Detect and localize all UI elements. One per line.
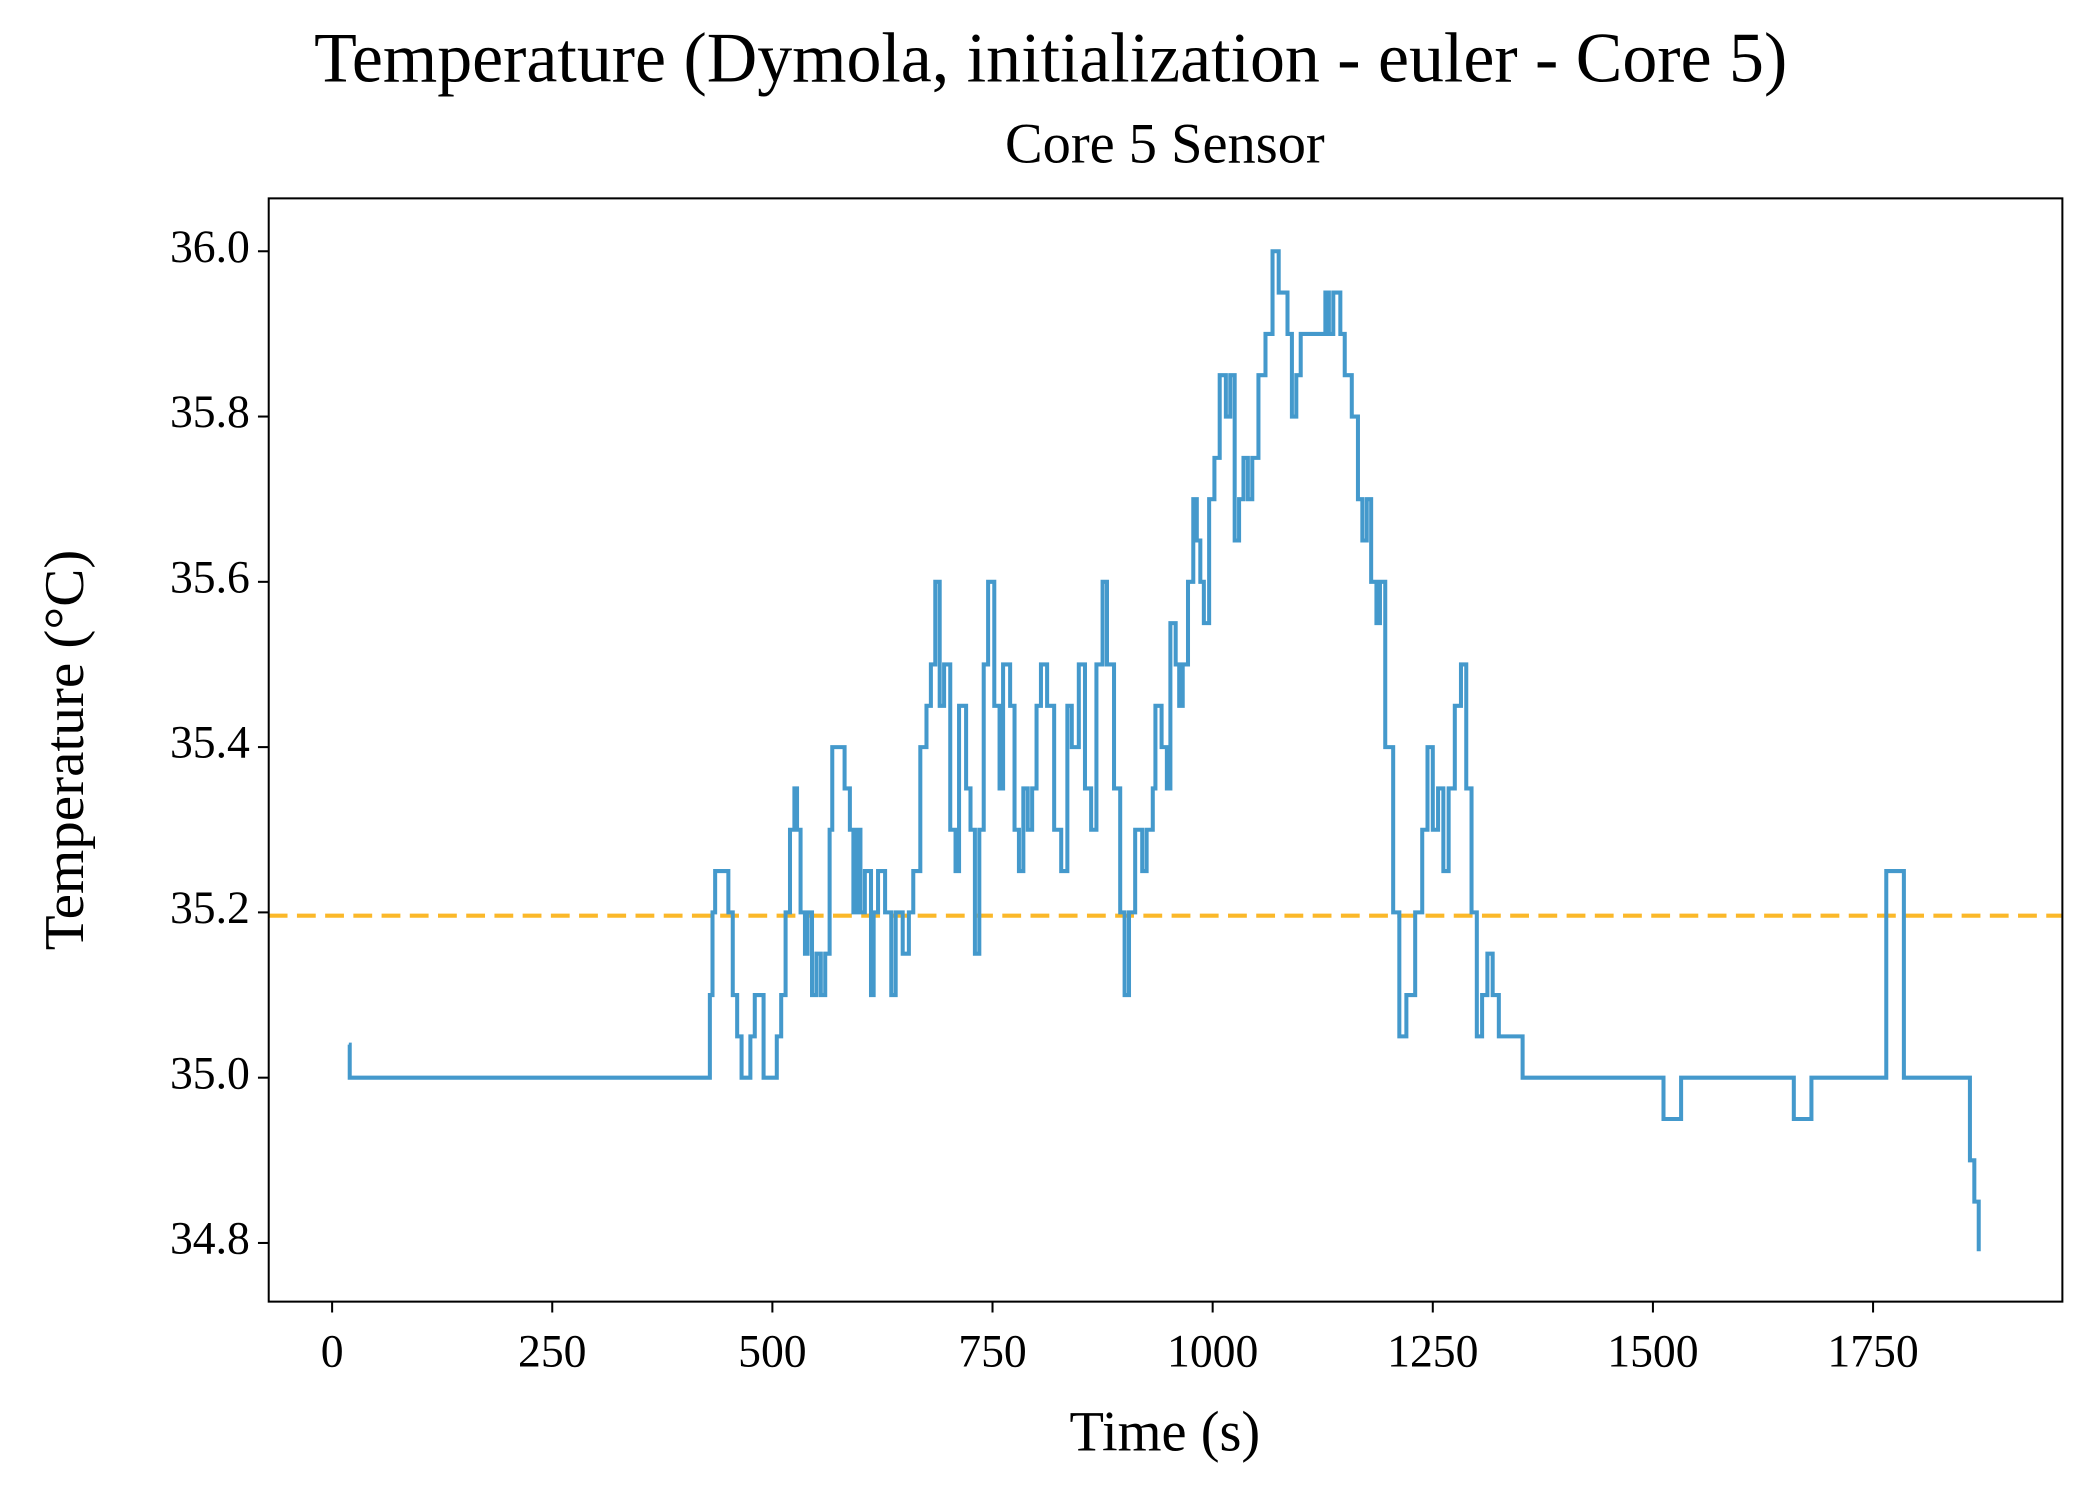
- x-tick-label: 0: [321, 1325, 344, 1376]
- y-tick-label: 36.0: [170, 221, 250, 272]
- y-tick-label: 35.2: [170, 882, 250, 933]
- y-tick-label: 35.6: [170, 551, 250, 602]
- y-tick-label: 35.0: [170, 1047, 250, 1098]
- x-tick-label: 500: [738, 1325, 807, 1376]
- y-tick-label: 35.8: [170, 386, 250, 437]
- x-axis-label: Time (s): [1070, 1400, 1261, 1463]
- x-tick-label: 1250: [1387, 1325, 1478, 1376]
- y-tick-label: 34.8: [170, 1212, 250, 1263]
- x-tick-label: 1750: [1827, 1325, 1918, 1376]
- x-tick-label: 1500: [1607, 1325, 1698, 1376]
- y-axis-label: Temperature (°C): [33, 550, 96, 951]
- plot-frame: [267, 197, 2064, 1303]
- y-tick-label: 35.4: [170, 716, 250, 767]
- x-tick-label: 250: [518, 1325, 587, 1376]
- x-tick-label: 1000: [1167, 1325, 1258, 1376]
- x-tick-label: 750: [958, 1325, 1027, 1376]
- chart-subtitle: Core 5 Sensor: [1005, 112, 1325, 175]
- data-line: [347, 249, 1981, 1252]
- chart-title: Temperature (Dymola, initialization - eu…: [314, 19, 1787, 97]
